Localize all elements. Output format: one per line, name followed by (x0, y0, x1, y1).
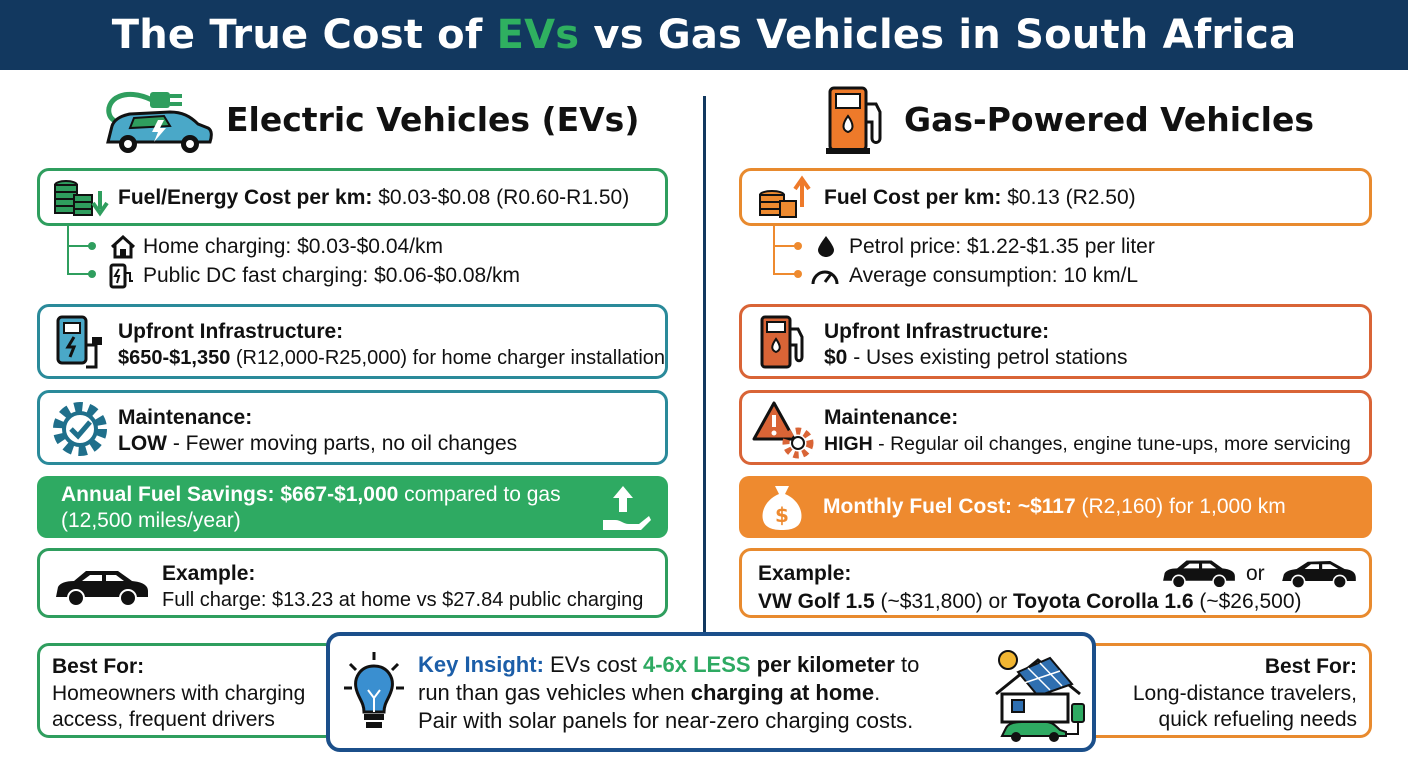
ev-home-charging-text: Home charging: $0.03-$0.04/km (143, 235, 443, 258)
key-insight-box: Key Insight: EVs cost 4-6x LESS per kilo… (326, 632, 1096, 752)
coins-up-icon (759, 175, 811, 218)
charger-icon (109, 263, 133, 289)
page-title: The True Cost of EVs vs Gas Vehicles in … (0, 0, 1408, 70)
car-icon (1163, 560, 1235, 589)
car-icon (1282, 561, 1356, 589)
fuel-pump-icon (760, 315, 804, 369)
ev-example-card: Example: Full charge: $13.23 at home vs … (37, 548, 668, 618)
warning-gear-icon (752, 401, 814, 459)
gas-consumption-text: Average consumption: 10 km/L (849, 264, 1139, 287)
hand-up-arrow-icon (603, 486, 651, 530)
gear-check-icon (53, 402, 107, 456)
ev-best-for-card: Best For: Homeowners with charging acces… (37, 643, 337, 738)
tree-connector (67, 226, 96, 278)
ev-fuel-cost-card: Fuel/Energy Cost per km: $0.03-$0.08 (R0… (37, 168, 668, 226)
ev-infrastructure-card: Upfront Infrastructure: $650-$1,350 (R12… (37, 304, 668, 379)
wall-charger-icon (56, 315, 102, 369)
gas-example-card: Example: or VW Golf 1.5 (~$31,800) or To… (739, 548, 1372, 618)
gas-petrol-price-text: Petrol price: $1.22-$1.35 per liter (849, 235, 1155, 258)
gas-maintenance-card: Maintenance: HIGH - Regular oil changes,… (739, 390, 1372, 465)
ev-column-title: Electric Vehicles (EVs) (226, 100, 640, 139)
drop-icon (818, 236, 834, 257)
gas-infrastructure-card: Upfront Infrastructure: $0 - Uses existi… (739, 304, 1372, 379)
home-icon (110, 235, 136, 259)
solar-house-icon (995, 650, 1085, 742)
gas-column-title: Gas-Powered Vehicles (904, 100, 1315, 139)
gas-fuel-cost-card: Fuel Cost per km: $0.13 (R2.50) (739, 168, 1372, 226)
tree-connector (773, 226, 802, 278)
ev-savings-banner: Annual Fuel Savings: $667-$1,000 compare… (37, 476, 668, 538)
svg-text:$: $ (775, 503, 789, 527)
fuel-pump-icon (826, 86, 882, 154)
gas-best-for-card: Best For: Long-distance travelers, quick… (1082, 643, 1372, 738)
ev-public-charging-text: Public DC fast charging: $0.06-$0.08/km (143, 264, 521, 287)
ev-maintenance-card: Maintenance: LOW - Fewer moving parts, n… (37, 390, 668, 465)
column-divider (703, 96, 706, 641)
gauge-icon (811, 270, 839, 285)
ev-car-plug-icon (106, 91, 213, 153)
money-bag-icon: $ (762, 486, 802, 530)
lightbulb-icon (344, 652, 404, 728)
coins-down-icon (54, 180, 109, 217)
gas-monthly-cost-banner: $ Monthly Fuel Cost: ~$117 (R2,160) for … (739, 476, 1372, 538)
car-icon (56, 571, 148, 607)
